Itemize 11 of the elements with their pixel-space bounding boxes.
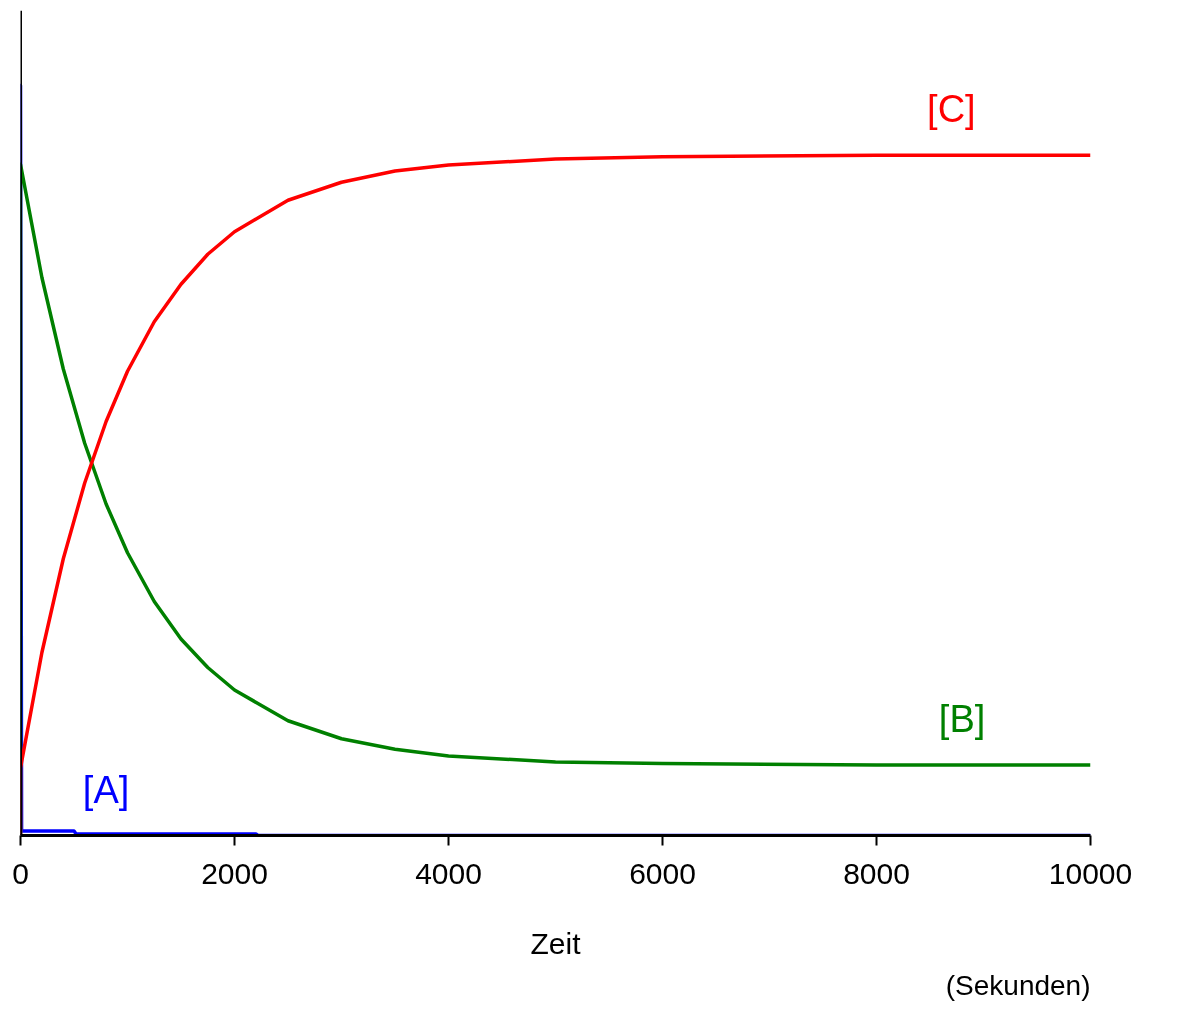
- x-axis-title: Zeit: [530, 926, 582, 960]
- x-tick-label: 8000: [843, 856, 910, 890]
- x-tick-label: 6000: [629, 856, 696, 890]
- series-label: [A]: [82, 768, 130, 811]
- x-tick-label: 2000: [201, 856, 268, 890]
- series-label: [C]: [927, 88, 976, 131]
- text: (Sekunden): [945, 969, 1091, 1001]
- x-tick-label: 0: [12, 856, 29, 890]
- series-label: [B]: [938, 698, 986, 740]
- x-tick-label: 4000: [415, 856, 482, 890]
- x-tick-label: 10000: [1048, 856, 1133, 890]
